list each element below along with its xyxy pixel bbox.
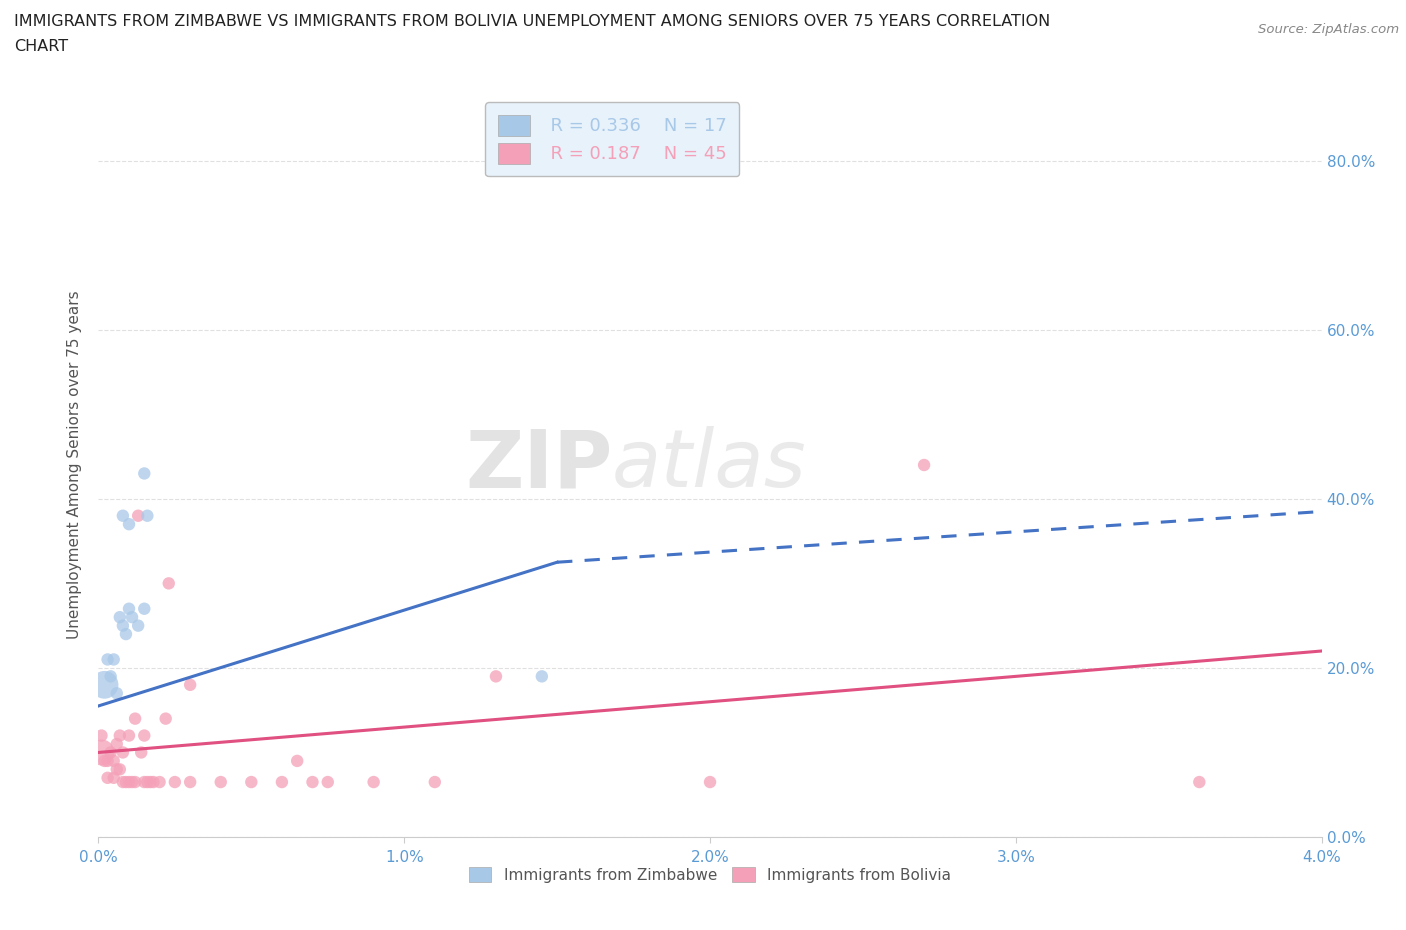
Point — [163, 775, 186, 790]
Point — [121, 610, 143, 625]
Point — [179, 677, 201, 692]
Point — [134, 775, 156, 790]
Text: IMMIGRANTS FROM ZIMBABWE VS IMMIGRANTS FROM BOLIVIA UNEMPLOYMENT AMONG SENIORS O: IMMIGRANTS FROM ZIMBABWE VS IMMIGRANTS F… — [14, 14, 1050, 29]
Point — [93, 677, 115, 692]
Point — [111, 509, 134, 524]
Point — [209, 775, 232, 790]
Point — [127, 509, 149, 524]
Point — [124, 711, 146, 726]
Point — [179, 775, 201, 790]
Point — [111, 775, 134, 790]
Point — [1188, 775, 1211, 790]
Point — [105, 737, 128, 751]
Point — [136, 775, 159, 790]
Point — [105, 685, 128, 700]
Point — [699, 775, 721, 790]
Text: ZIP: ZIP — [465, 426, 612, 504]
Point — [530, 669, 553, 684]
Point — [100, 669, 122, 684]
Point — [108, 728, 131, 743]
Point — [118, 602, 141, 617]
Point — [285, 753, 308, 768]
Point — [115, 627, 138, 642]
Legend: Immigrants from Zimbabwe, Immigrants from Bolivia: Immigrants from Zimbabwe, Immigrants fro… — [463, 860, 957, 889]
Point — [136, 509, 159, 524]
Point — [118, 517, 141, 532]
Point — [139, 775, 162, 790]
Point — [149, 775, 172, 790]
Point — [103, 753, 125, 768]
Y-axis label: Unemployment Among Seniors over 75 years: Unemployment Among Seniors over 75 years — [67, 291, 83, 639]
Point — [316, 775, 339, 790]
Text: Source: ZipAtlas.com: Source: ZipAtlas.com — [1258, 23, 1399, 36]
Point — [103, 652, 125, 667]
Point — [124, 775, 146, 790]
Point — [118, 728, 141, 743]
Point — [108, 762, 131, 777]
Point — [111, 745, 134, 760]
Point — [240, 775, 263, 790]
Point — [129, 745, 152, 760]
Point — [118, 775, 141, 790]
Point — [100, 745, 122, 760]
Point — [485, 669, 508, 684]
Point — [115, 775, 138, 790]
Point — [423, 775, 446, 790]
Point — [97, 652, 120, 667]
Point — [127, 618, 149, 633]
Point — [90, 728, 112, 743]
Point — [157, 576, 180, 591]
Point — [111, 618, 134, 633]
Point — [134, 602, 156, 617]
Text: atlas: atlas — [612, 426, 807, 504]
Point — [363, 775, 385, 790]
Point — [97, 770, 120, 785]
Point — [912, 458, 935, 472]
Point — [105, 762, 128, 777]
Point — [142, 775, 165, 790]
Point — [103, 770, 125, 785]
Point — [134, 728, 156, 743]
Point — [97, 753, 120, 768]
Point — [134, 466, 156, 481]
Point — [270, 775, 294, 790]
Point — [301, 775, 323, 790]
Point — [121, 775, 143, 790]
Point — [93, 753, 115, 768]
Point — [155, 711, 177, 726]
Point — [90, 745, 112, 760]
Point — [108, 610, 131, 625]
Text: CHART: CHART — [14, 39, 67, 54]
